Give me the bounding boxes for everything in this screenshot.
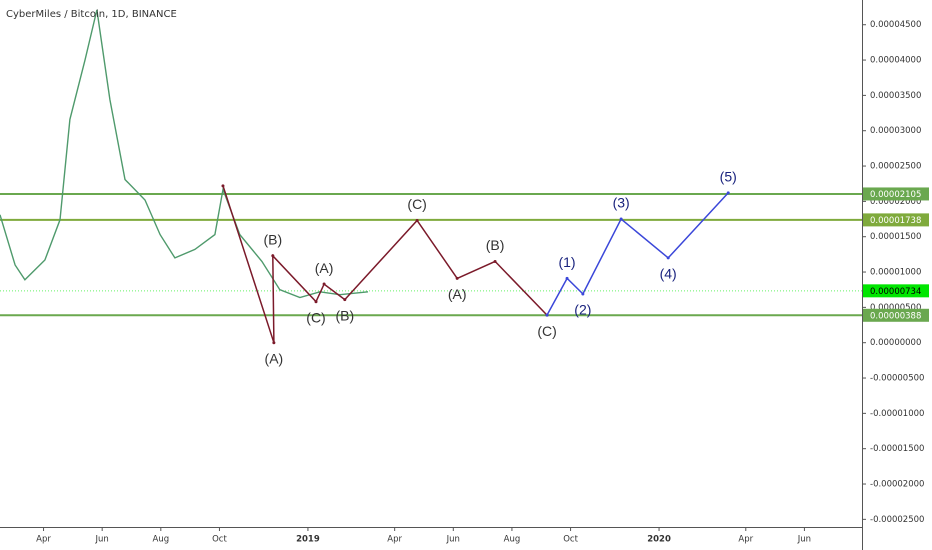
- y-tick-label: 0.00004000: [870, 56, 921, 66]
- y-tick-label: 0.00001500: [870, 232, 921, 242]
- y-tick-label: 0.00003500: [870, 91, 921, 101]
- wave-point: [271, 254, 275, 258]
- x-tick-label: Jun: [446, 535, 460, 545]
- wave-label: (1): [558, 254, 575, 270]
- x-tick-label: Jun: [95, 535, 109, 545]
- wave-line: [222, 185, 548, 343]
- wave-label: (C): [306, 309, 325, 325]
- x-tick-label: Apr: [738, 535, 753, 545]
- y-tick-label: -0.00001000: [870, 409, 924, 419]
- y-tick-label: 0.00002000: [870, 197, 921, 207]
- x-tick-label: Aug: [504, 535, 521, 545]
- wave-label: (3): [613, 195, 630, 211]
- wave-line: [546, 192, 729, 316]
- wave-point: [322, 282, 326, 286]
- chart-title: CyberMiles / Bitcoin, 1D, BINANCE: [6, 9, 177, 20]
- y-tick-label: -0.00002000: [870, 480, 924, 490]
- y-tick-label: -0.00000500: [870, 374, 924, 384]
- wave-point: [343, 298, 347, 302]
- price-tag: [863, 284, 929, 298]
- wave-point: [455, 276, 459, 280]
- x-tick-label: Aug: [153, 535, 170, 545]
- wave-point: [493, 259, 497, 263]
- y-tick-label: 0.00001000: [870, 268, 921, 278]
- wave-label: (A): [315, 260, 334, 276]
- wave-point: [581, 292, 585, 296]
- y-tick-label: 0.00004500: [870, 20, 921, 30]
- wave-label: (4): [660, 266, 677, 282]
- wave-point: [619, 217, 623, 221]
- wave-label: (B): [486, 237, 505, 253]
- wave-point: [221, 184, 225, 188]
- wave-label: (5): [720, 169, 737, 185]
- price-tag: [863, 187, 929, 201]
- y-tick-label: -0.00001500: [870, 444, 924, 454]
- wave-label: (A): [265, 350, 284, 366]
- price-tag-label: 0.00002105: [870, 190, 921, 200]
- wave-point: [545, 313, 549, 317]
- wave-label: (B): [335, 307, 354, 323]
- y-tick-label: 0.00000000: [870, 338, 921, 348]
- wave-point: [726, 191, 730, 195]
- x-tick-label: 2020: [647, 535, 671, 545]
- wave-label: (C): [407, 196, 426, 212]
- wave-point: [666, 256, 670, 260]
- wave-label: (A): [448, 286, 467, 302]
- price-tag-label: 0.00000388: [870, 311, 921, 321]
- price-tag-label: 0.00000734: [870, 287, 921, 297]
- x-tick-label: 2019: [296, 535, 320, 545]
- y-tick-label: 0.00003000: [870, 126, 921, 136]
- y-tick-label: -0.00002500: [870, 515, 924, 525]
- x-tick-label: Apr: [36, 535, 51, 545]
- price-tag: [863, 308, 929, 322]
- x-tick-label: Apr: [387, 535, 402, 545]
- x-tick-label: Oct: [212, 535, 227, 545]
- x-tick-label: Jun: [797, 535, 811, 545]
- wave-point: [415, 218, 419, 222]
- price-tag-label: 0.00001738: [870, 216, 921, 226]
- wave-point: [314, 300, 318, 304]
- price-tag: [863, 213, 929, 227]
- wave-label: (C): [537, 323, 556, 339]
- y-tick-label: 0.00000500: [870, 303, 921, 313]
- wave-point: [565, 276, 569, 280]
- x-tick-label: Oct: [563, 535, 578, 545]
- price-line: [0, 9, 369, 299]
- wave-label: (2): [574, 302, 591, 318]
- wave-label: (B): [263, 231, 282, 247]
- wave-point: [272, 341, 276, 345]
- y-tick-label: 0.00002500: [870, 162, 921, 172]
